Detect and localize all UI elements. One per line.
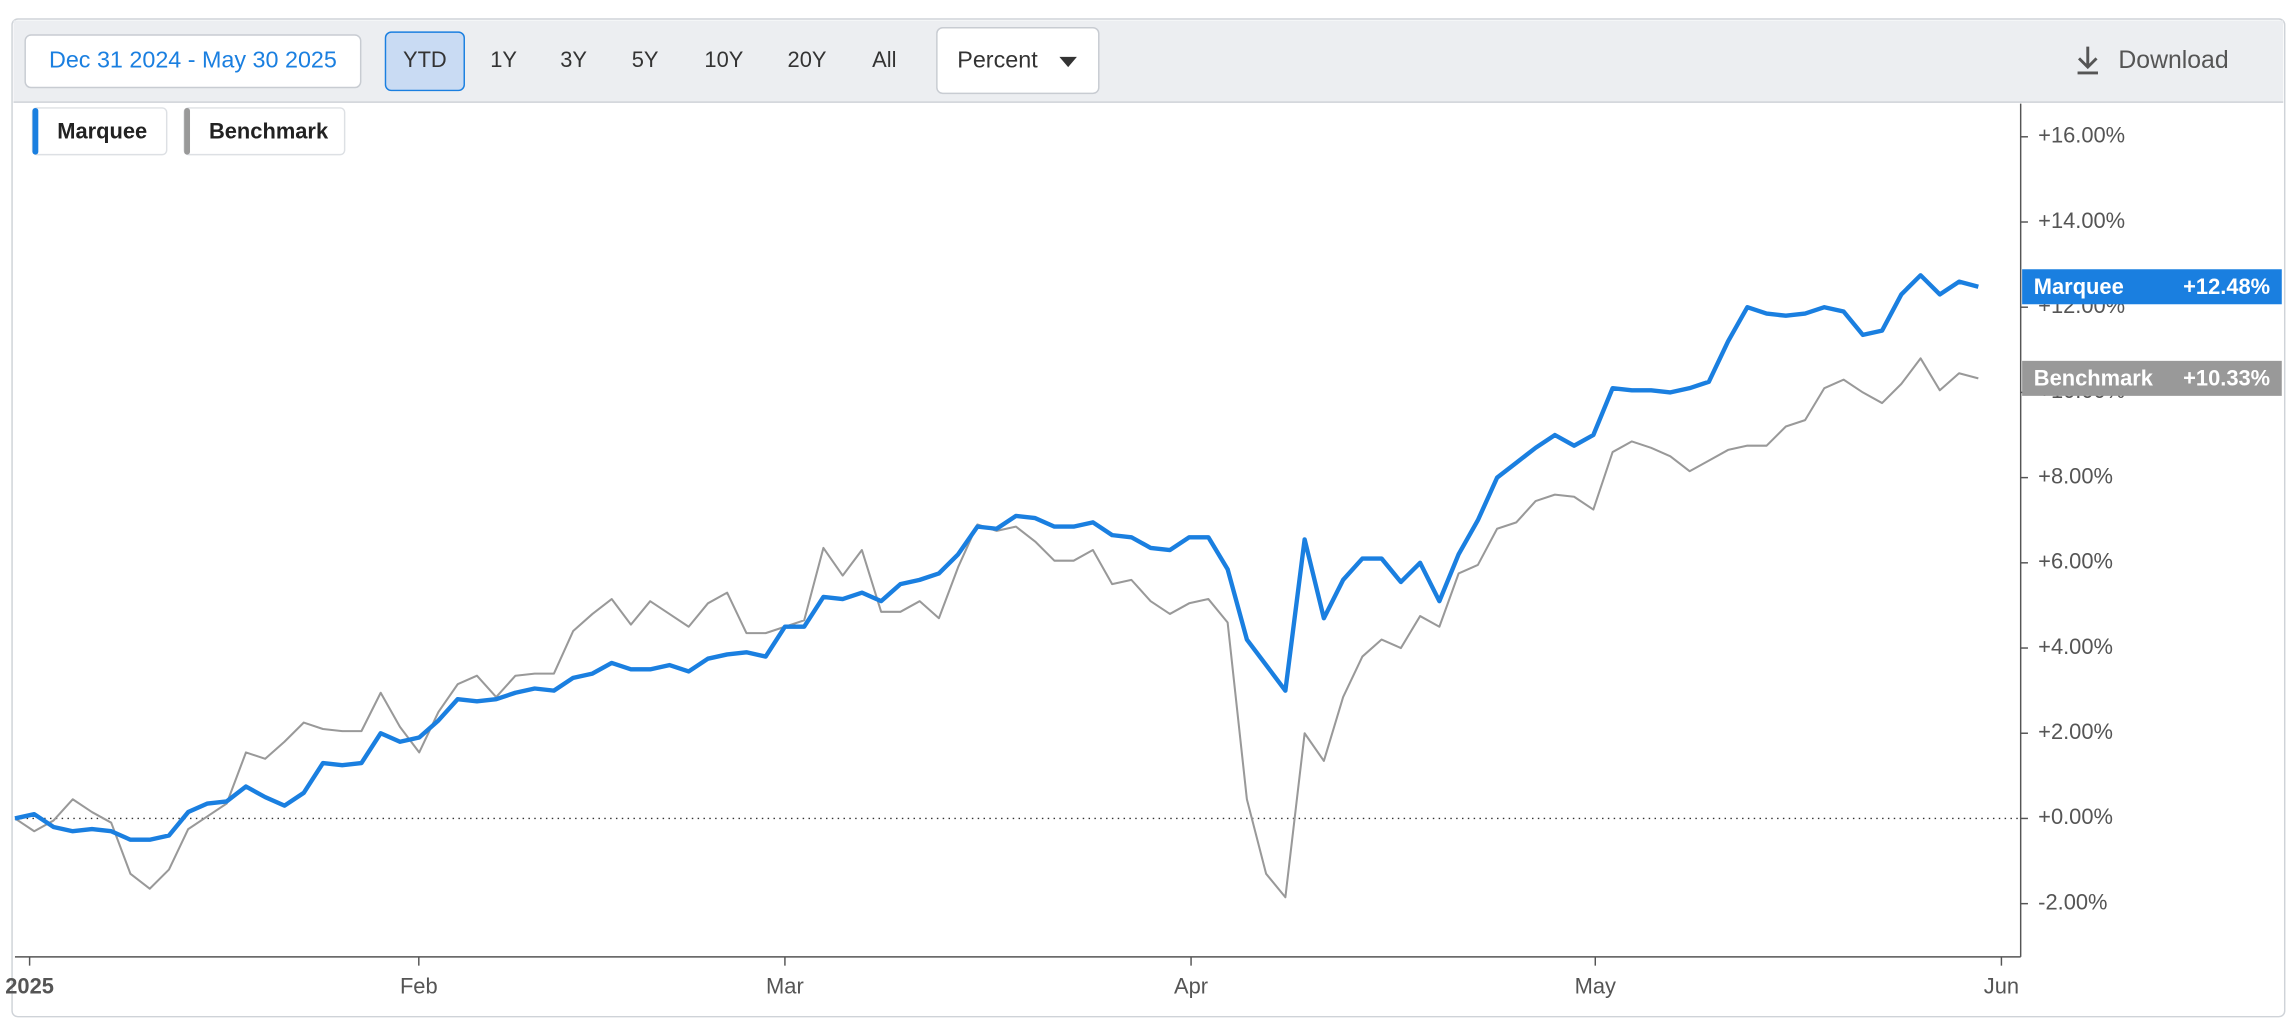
y-tick-label: +8.00% xyxy=(2038,463,2113,488)
range-label: 20Y xyxy=(788,47,827,72)
range-label: 10Y xyxy=(704,47,743,72)
y-tick-label: +16.00% xyxy=(2038,123,2125,148)
x-tick-label: 2025 xyxy=(5,973,54,998)
series-line xyxy=(14,273,1979,842)
plot-area: +16.00%+14.00%+12.00%+10.00%+8.00%+6.00%… xyxy=(5,123,2282,998)
y-tick-label: -2.00% xyxy=(2038,889,2107,914)
range-group: YTD 1Y 3Y 5Y 10Y 20Y All xyxy=(384,31,897,92)
range-button-active[interactable] xyxy=(384,31,465,92)
y-tick-label: +6.00% xyxy=(2038,549,2113,574)
download-label: Download xyxy=(2118,47,2228,74)
range-label: All xyxy=(872,47,896,72)
x-tick-label: Feb xyxy=(400,973,438,998)
x-tick-label: Jun xyxy=(1984,973,2019,998)
end-label-value: +10.33% xyxy=(2183,366,2270,391)
x-tick-label: Mar xyxy=(766,973,804,998)
end-label-box xyxy=(2022,360,2282,396)
range-label: 1Y xyxy=(490,47,517,72)
end-label-box xyxy=(2022,269,2282,305)
download-icon xyxy=(2077,46,2098,75)
legend-label: Marquee xyxy=(57,119,147,144)
range-label: 3Y xyxy=(560,47,587,72)
units-dropdown[interactable] xyxy=(936,26,1100,95)
date-range-label: Dec 31 2024 - May 30 2025 xyxy=(49,46,337,72)
download-button[interactable]: Download xyxy=(2077,46,2229,75)
dropdown-caret xyxy=(1059,56,1077,68)
range-label: YTD xyxy=(403,47,447,72)
units-label: Percent xyxy=(957,46,1038,72)
legend-swatch xyxy=(184,107,191,155)
widget-frame xyxy=(11,18,2286,1018)
y-tick-label: +14.00% xyxy=(2038,208,2125,233)
date-range-button[interactable] xyxy=(24,34,362,89)
range-label: 5Y xyxy=(632,47,659,72)
end-label-name: Marquee xyxy=(2034,274,2124,299)
x-tick-label: Apr xyxy=(1174,973,1208,998)
end-label-name: Benchmark xyxy=(2034,366,2154,391)
x-tick-label: May xyxy=(1575,973,1616,998)
end-label-value: +12.48% xyxy=(2183,274,2270,299)
legend-swatch xyxy=(32,107,39,155)
y-tick-label: +2.00% xyxy=(2038,719,2113,744)
y-tick-label: +0.00% xyxy=(2038,804,2113,829)
legend-label: Benchmark xyxy=(209,119,329,144)
y-tick-label: +4.00% xyxy=(2038,634,2113,659)
